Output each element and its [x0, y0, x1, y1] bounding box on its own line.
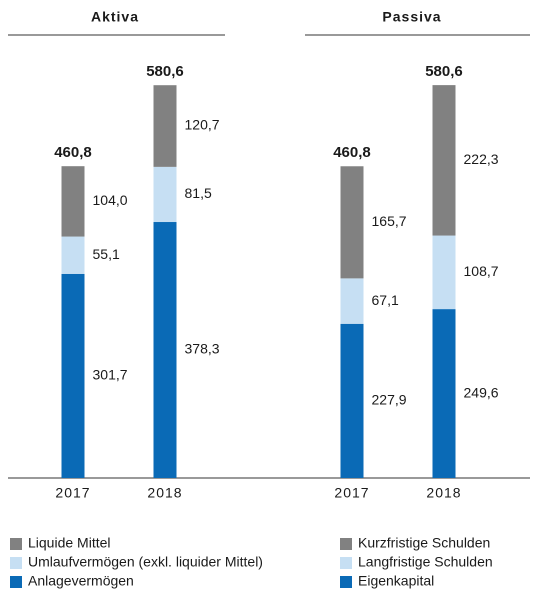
- value-label: 165,7: [372, 213, 407, 229]
- value-label: 249,6: [464, 384, 499, 400]
- value-label: 81,5: [185, 185, 212, 201]
- legend-label: Eigenkapital: [358, 573, 434, 589]
- bar-segment: [153, 85, 177, 167]
- legend-label: Anlagevermögen: [28, 573, 134, 589]
- legend-swatch: [340, 538, 352, 550]
- panel-title: Passiva: [382, 9, 441, 25]
- x-tick-label: 2017: [55, 485, 90, 501]
- value-label: 55,1: [93, 246, 120, 262]
- x-tick-label: 2018: [426, 485, 461, 501]
- value-label: 108,7: [464, 263, 499, 279]
- bar-segment: [432, 309, 456, 478]
- bar-segment: [153, 166, 177, 223]
- value-label: 378,3: [185, 341, 220, 357]
- value-label: 67,1: [372, 292, 399, 308]
- bar-segment: [153, 222, 177, 478]
- total-label: 460,8: [54, 144, 92, 161]
- legend-swatch: [340, 576, 352, 588]
- value-label: 227,9: [372, 392, 407, 408]
- panel-title: Aktiva: [91, 9, 139, 25]
- x-tick-label: 2017: [334, 485, 369, 501]
- total-label: 580,6: [425, 63, 463, 80]
- legend-label: Kurzfristige Schulden: [358, 535, 490, 551]
- total-label: 580,6: [146, 63, 184, 80]
- value-label: 104,0: [93, 192, 128, 208]
- bar-segment: [432, 235, 456, 310]
- x-tick-label: 2018: [147, 485, 182, 501]
- legend-label: Langfristige Schulden: [358, 554, 493, 570]
- legend-swatch: [10, 576, 22, 588]
- value-label: 222,3: [464, 151, 499, 167]
- total-label: 460,8: [333, 144, 371, 161]
- value-label: 120,7: [185, 117, 220, 133]
- bar-segment: [340, 166, 364, 279]
- bar-segment: [61, 236, 85, 274]
- legend-label: Umlaufvermögen (exkl. liquider Mittel): [28, 554, 263, 570]
- value-label: 301,7: [93, 367, 128, 383]
- bar-segment: [340, 278, 364, 324]
- legend-label: Liquide Mittel: [28, 535, 111, 551]
- bar-segment: [61, 166, 85, 237]
- legend-swatch: [340, 557, 352, 569]
- legend-swatch: [10, 538, 22, 550]
- bar-segment: [340, 323, 364, 478]
- bar-segment: [432, 85, 456, 236]
- bar-segment: [61, 273, 85, 478]
- legend-swatch: [10, 557, 22, 569]
